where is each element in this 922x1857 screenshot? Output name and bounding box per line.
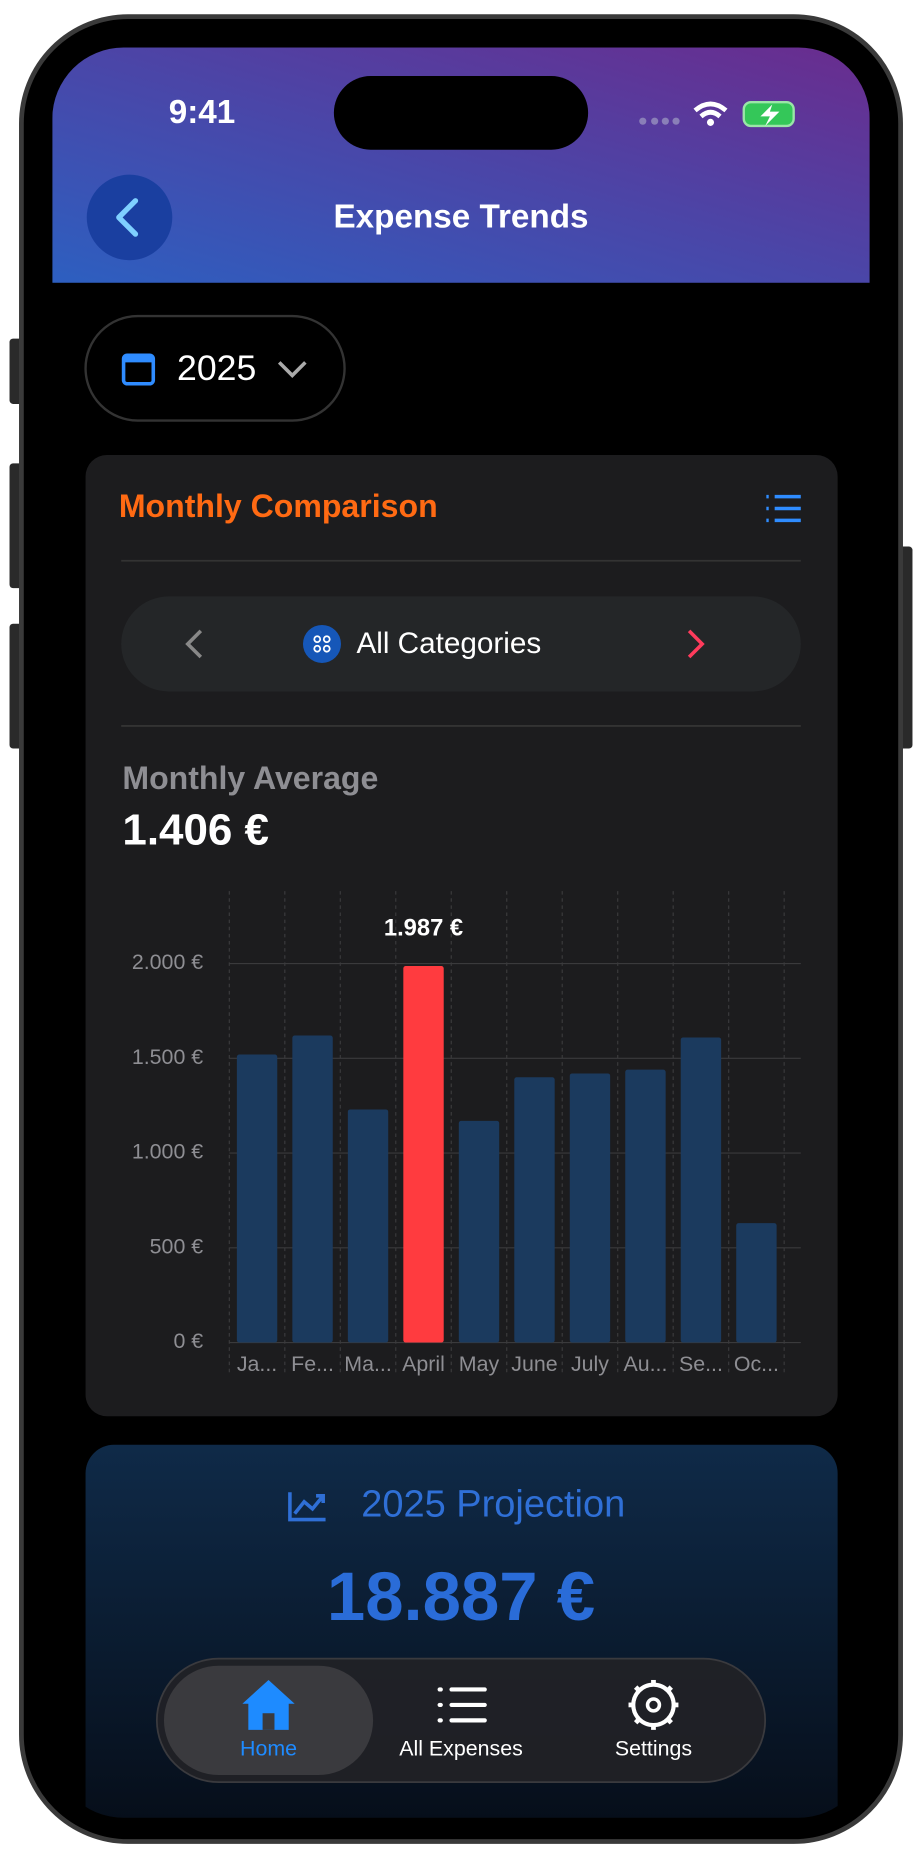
- home-icon: [262, 1713, 275, 1730]
- x-tick-label: Au...: [623, 1352, 667, 1376]
- next-category[interactable]: [687, 629, 705, 659]
- category-icon: [313, 635, 331, 653]
- category-icon: [302, 624, 342, 663]
- back-icon: [116, 198, 139, 237]
- average-label: Monthly Average: [122, 760, 378, 796]
- bar: [736, 1223, 777, 1343]
- x-tick-label: Se...: [679, 1352, 723, 1376]
- header-title: Expense Trends: [333, 198, 588, 235]
- projection-value: 18.887 €: [327, 1558, 595, 1635]
- y-tick-label: 500 €: [150, 1234, 204, 1258]
- bar: [292, 1035, 333, 1343]
- x-tick-label: Oc...: [734, 1352, 779, 1376]
- list-tab-icon[interactable]: [437, 1687, 487, 1723]
- bar: [458, 1120, 500, 1343]
- home-icon[interactable]: [242, 1679, 295, 1730]
- x-tick-label: Ma...: [344, 1352, 392, 1376]
- y-tick-label: 1.500 €: [132, 1045, 203, 1069]
- bar: [514, 1077, 555, 1343]
- back-button[interactable]: [86, 174, 173, 261]
- bar: [403, 966, 444, 1343]
- card-title: Monthly Comparison: [119, 488, 438, 524]
- x-tick-label: July: [571, 1352, 609, 1376]
- list-icon[interactable]: [766, 494, 801, 523]
- category-selector: [121, 596, 801, 692]
- bar: [347, 1109, 389, 1343]
- y-tick-label: 1.000 €: [132, 1140, 203, 1164]
- category-label: All Categories: [356, 627, 541, 660]
- chevron-down: [277, 361, 307, 378]
- bar: [680, 1037, 722, 1343]
- year-value: 2025: [177, 348, 256, 388]
- tab-label[interactable]: All Expenses: [399, 1737, 523, 1761]
- x-tick-label: May: [459, 1352, 500, 1376]
- wifi-icon: [706, 118, 715, 126]
- average-value: 1.406 €: [122, 805, 269, 854]
- settings-icon: [645, 1697, 662, 1713]
- year-picker[interactable]: [84, 314, 346, 422]
- settings-icon: [628, 1679, 679, 1730]
- bar: [569, 1073, 611, 1343]
- y-tick-label: 0 €: [173, 1329, 203, 1353]
- signal: [639, 117, 680, 125]
- bar: [625, 1069, 666, 1343]
- bar: [236, 1054, 278, 1343]
- battery-icon: [760, 104, 780, 126]
- x-tick-label: Ja...: [237, 1352, 277, 1376]
- status-time: 9:41: [169, 94, 236, 131]
- x-tick-label: Fe...: [291, 1352, 334, 1376]
- trend-icon: [288, 1492, 326, 1522]
- tab-label[interactable]: Settings: [615, 1737, 692, 1761]
- x-tick-label: April: [402, 1352, 445, 1376]
- tab-label[interactable]: Home: [240, 1737, 297, 1761]
- y-tick-label: 2.000 €: [132, 950, 203, 974]
- x-tick-label: June: [511, 1352, 557, 1376]
- value-label: 1.987 €: [384, 914, 463, 941]
- dynamic-island: [333, 76, 589, 150]
- calendar-icon: [123, 355, 154, 363]
- bar-chart: 0 € 500 € 1.000 € 1.500 € 2.000 € Ja... Fe... M…: [132, 891, 801, 1376]
- prev-category[interactable]: [185, 629, 203, 659]
- wifi-icon: [693, 101, 728, 119]
- projection-title: 2025 Projection: [361, 1484, 625, 1526]
